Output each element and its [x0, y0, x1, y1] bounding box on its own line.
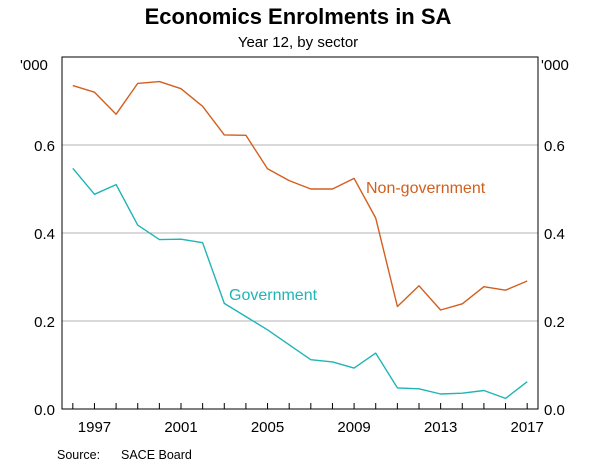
y-tick-labels: 0.0 0.0 0.2 0.2 0.4 0.4 0.6 0.6	[34, 138, 565, 419]
x-tick-label: 2001	[164, 419, 197, 436]
gridlines	[62, 144, 538, 322]
y-tick-label-right: 0.2	[544, 314, 565, 331]
series-line-non-government	[72, 80, 528, 311]
x-tick-label: 2013	[424, 419, 457, 436]
source-label: Source:	[57, 448, 100, 462]
x-tick-label: 2017	[510, 419, 543, 436]
x-tick-label: 2009	[337, 419, 370, 436]
y-unit-right: '000	[541, 57, 569, 74]
x-tick-label: 1997	[78, 419, 111, 436]
source-value: SACE Board	[121, 448, 192, 462]
series-line-government	[72, 167, 528, 400]
series-label-non-government: Non-government	[366, 180, 486, 197]
x-tick-labels: 1997 2001 2005 2009 2013 2017	[72, 403, 544, 436]
y-tick-label-left: 0.0	[34, 402, 55, 419]
y-tick-label-right: 0.4	[544, 226, 565, 243]
y-tick-label-right: 0.0	[544, 402, 565, 419]
y-unit-left: '000	[20, 57, 48, 74]
y-tick-label-left: 0.2	[34, 314, 55, 331]
chart-subtitle: Year 12, by sector	[238, 34, 358, 51]
series-label-government: Government	[229, 287, 318, 304]
y-tick-label-left: 0.4	[34, 226, 55, 243]
plot-frame	[61, 56, 539, 410]
series-lines	[72, 80, 528, 400]
x-tick-label: 2005	[251, 419, 284, 436]
y-tick-label-left: 0.6	[34, 138, 55, 155]
y-tick-label-right: 0.6	[544, 138, 565, 155]
chart-title: Economics Enrolments in SA	[145, 4, 452, 29]
